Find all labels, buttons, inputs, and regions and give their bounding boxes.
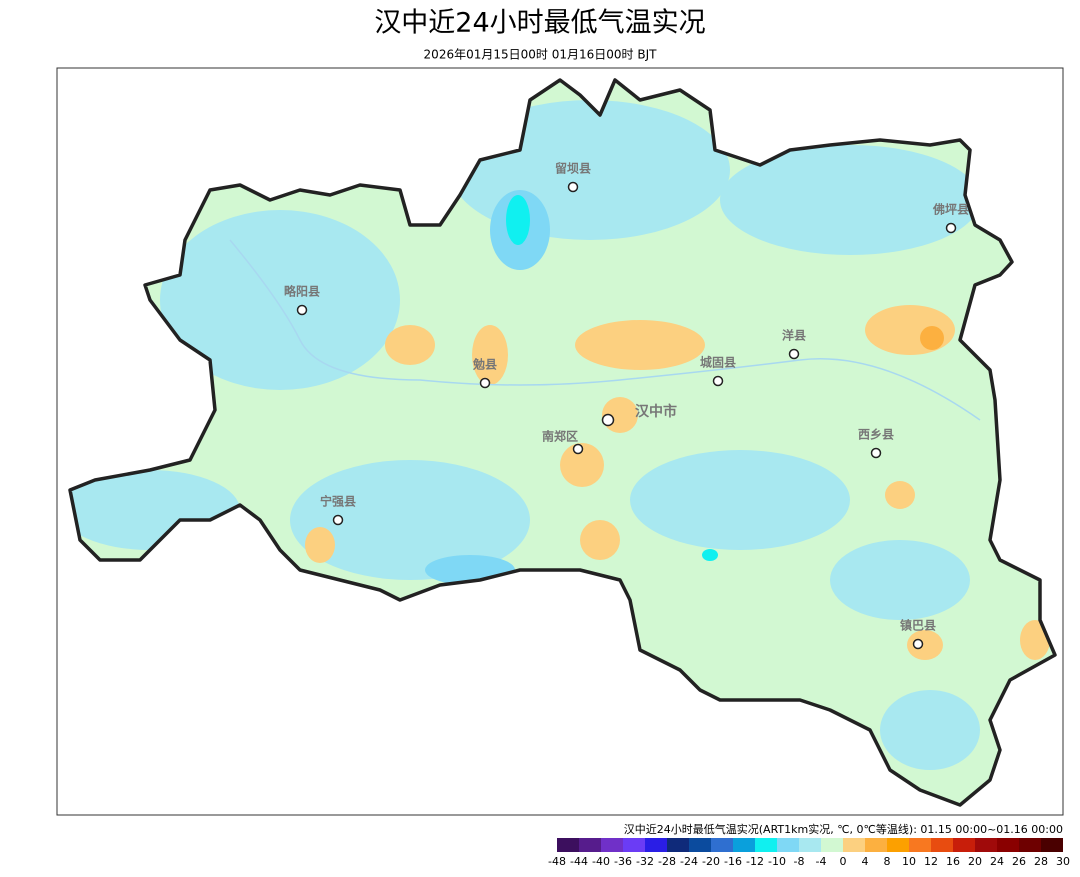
legend-label: -24: [680, 855, 698, 868]
place-label: 勉县: [472, 357, 497, 372]
legend-swatch: [601, 838, 623, 852]
legend-swatch: [975, 838, 997, 852]
legend-label: -36: [614, 855, 632, 868]
legend-swatch: [909, 838, 931, 852]
legend-swatch: [777, 838, 799, 852]
legend-swatch: [799, 838, 821, 852]
legend-label: -48: [548, 855, 566, 868]
legend-swatch: [843, 838, 865, 852]
legend-swatch: [733, 838, 755, 852]
legend-swatch: [579, 838, 601, 852]
place-label: 宁强县: [320, 494, 356, 509]
legend-label: -12: [746, 855, 764, 868]
place-label: 佛坪县: [932, 202, 969, 217]
legend-label: -20: [702, 855, 720, 868]
place-marker: [912, 638, 924, 650]
legend-label: 4: [862, 855, 869, 868]
place-marker: [945, 222, 957, 234]
place-marker: [601, 413, 615, 427]
subtitle: 2026年01月15日00时 01月16日00时 BJT: [424, 48, 658, 62]
legend-swatch: [689, 838, 711, 852]
place-marker: [870, 447, 882, 459]
legend-label: 26: [1012, 855, 1026, 868]
legend-label: -8: [794, 855, 805, 868]
place-label: 汉中市: [635, 403, 677, 420]
legend-swatch: [865, 838, 887, 852]
legend-swatch: [645, 838, 667, 852]
legend-label: -16: [724, 855, 742, 868]
legend-swatch: [711, 838, 733, 852]
legend-label: 16: [946, 855, 960, 868]
legend-label: -4: [816, 855, 827, 868]
place-label: 南郑区: [542, 429, 578, 444]
legend-swatch: [821, 838, 843, 852]
legend-swatch: [931, 838, 953, 852]
places: 留坝县 佛坪县 略阳县 洋县 勉县 城固县 汉中市 南郑区 西乡县 宁强县 镇巴…: [284, 161, 969, 650]
place-marker: [332, 514, 344, 526]
legend-label: -28: [658, 855, 676, 868]
legend-label: 12: [924, 855, 938, 868]
legend-label: 30: [1056, 855, 1070, 868]
place-label: 洋县: [782, 328, 806, 343]
legend-label: -40: [592, 855, 610, 868]
legend-label: 20: [968, 855, 982, 868]
legend-swatch: [667, 838, 689, 852]
legend-swatch: [1019, 838, 1041, 852]
place-marker: [567, 181, 579, 193]
legend-title: 汉中近24小时最低气温实况(ART1km实况, ℃, 0℃等温线): 01.15…: [624, 822, 1063, 836]
legend-label: 10: [902, 855, 916, 868]
legend-swatch: [755, 838, 777, 852]
place-marker: [712, 375, 724, 387]
legend-swatch: [557, 838, 579, 852]
place-marker: [788, 348, 800, 360]
legend-label: 24: [990, 855, 1004, 868]
map-frame: [56, 67, 1064, 816]
place-label: 城固县: [700, 355, 736, 370]
legend-swatch: [1041, 838, 1063, 852]
legend-label: 0: [840, 855, 847, 868]
place-marker: [296, 304, 308, 316]
legend-label: 8: [884, 855, 891, 868]
place-marker: [572, 443, 584, 455]
place-label: 西乡县: [858, 427, 894, 442]
legend-label: -10: [768, 855, 786, 868]
legend-swatch: [953, 838, 975, 852]
title: 汉中近24小时最低气温实况: [374, 8, 705, 39]
legend-swatch: [997, 838, 1019, 852]
legend-swatch: [887, 838, 909, 852]
legend-label: -44: [570, 855, 588, 868]
place-label: 镇巴县: [900, 618, 936, 633]
legend: -48 -44 -40 -36 -32 -28 -24 -20 -16 -12 -10 -8 -4 0 4 8…: [548, 838, 1070, 868]
place-label: 留坝县: [555, 161, 591, 176]
place-marker: [479, 377, 491, 389]
legend-label: -32: [636, 855, 654, 868]
legend-label: 28: [1034, 855, 1048, 868]
legend-swatch: [623, 838, 645, 852]
place-label: 略阳县: [284, 284, 320, 299]
